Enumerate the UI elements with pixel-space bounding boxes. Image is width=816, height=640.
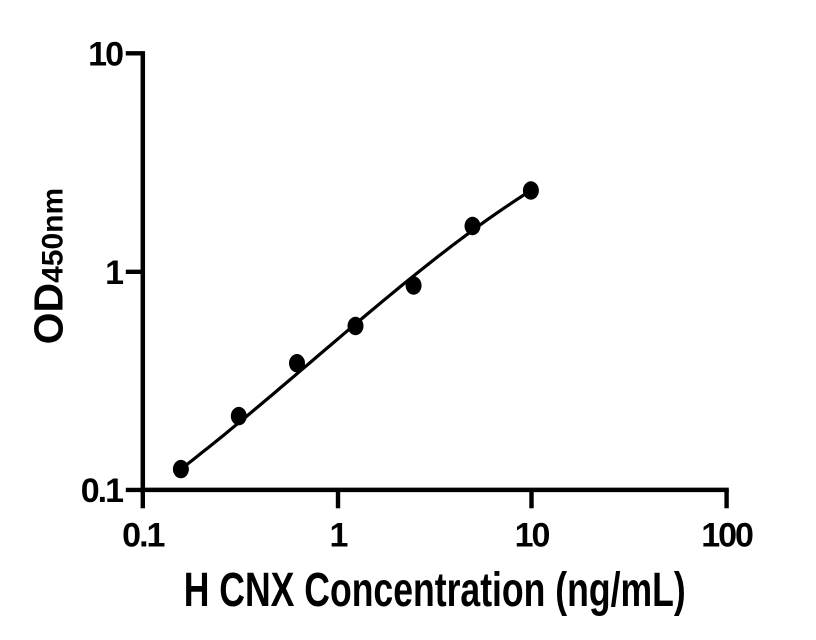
- svg-text:100: 100: [701, 517, 753, 555]
- svg-text:H CNX Concentration (ng/mL): H CNX Concentration (ng/mL): [184, 564, 686, 617]
- svg-text:1: 1: [330, 517, 348, 555]
- svg-text:0.1: 0.1: [81, 472, 123, 510]
- svg-text:10: 10: [515, 517, 550, 555]
- svg-text:10: 10: [88, 36, 123, 74]
- svg-text:1: 1: [105, 254, 123, 292]
- svg-text:0.1: 0.1: [122, 517, 164, 555]
